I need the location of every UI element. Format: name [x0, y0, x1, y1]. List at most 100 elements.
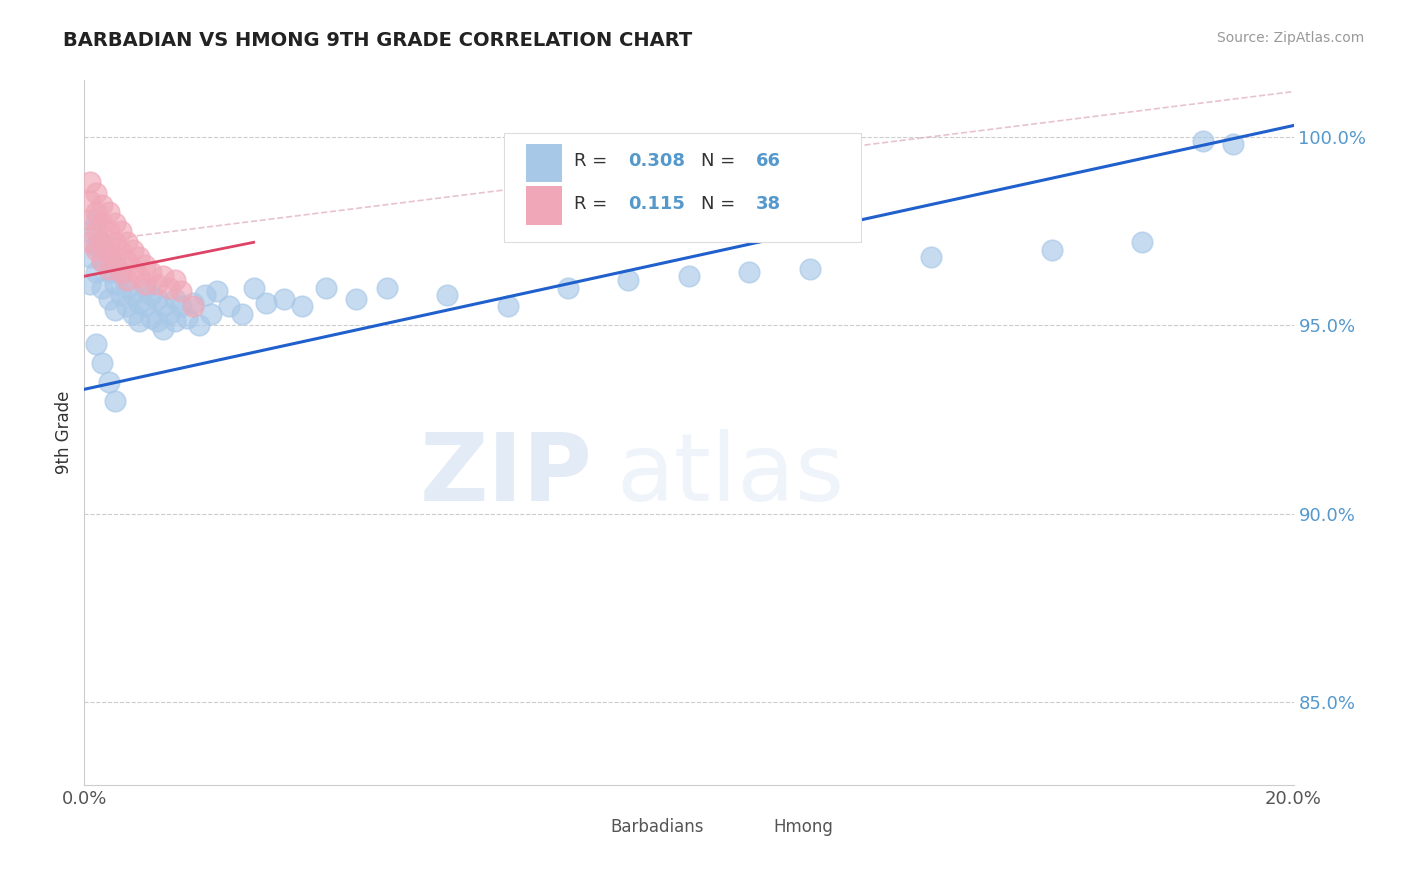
Point: [91, 356, 114, 370]
Point: [920, 251, 942, 265]
Point: [104, 277, 127, 291]
Point: [121, 307, 143, 321]
Point: [115, 254, 138, 268]
Point: [291, 299, 314, 313]
Point: [121, 243, 143, 257]
Point: [121, 261, 143, 276]
Point: [165, 273, 187, 287]
Point: [254, 295, 277, 310]
Point: [97, 292, 120, 306]
Point: [79, 277, 101, 291]
Point: [231, 307, 253, 321]
Point: [218, 299, 240, 313]
Text: N =: N =: [702, 194, 741, 212]
Point: [97, 375, 120, 389]
Text: R =: R =: [574, 194, 619, 212]
Point: [91, 254, 114, 268]
Point: [128, 314, 150, 328]
Point: [1040, 243, 1063, 257]
Point: [139, 265, 162, 279]
FancyBboxPatch shape: [568, 812, 602, 841]
Point: [104, 303, 127, 318]
Point: [134, 277, 156, 291]
Text: 0.308: 0.308: [628, 153, 686, 170]
Point: [86, 186, 108, 201]
Point: [496, 299, 519, 313]
Text: Hmong: Hmong: [773, 818, 834, 836]
Text: BARBADIAN VS HMONG 9TH GRADE CORRELATION CHART: BARBADIAN VS HMONG 9TH GRADE CORRELATION…: [63, 31, 693, 50]
Point: [86, 265, 108, 279]
Point: [121, 288, 143, 302]
Point: [134, 299, 156, 313]
Point: [128, 251, 150, 265]
Point: [799, 261, 821, 276]
Point: [207, 285, 229, 299]
Point: [97, 246, 120, 260]
Point: [375, 280, 398, 294]
Point: [152, 322, 174, 336]
Point: [79, 194, 101, 208]
Point: [194, 288, 217, 302]
Point: [115, 280, 138, 294]
Point: [97, 224, 120, 238]
Point: [79, 224, 101, 238]
Point: [157, 280, 180, 294]
Point: [104, 258, 127, 272]
Point: [738, 265, 761, 279]
Point: [617, 273, 640, 287]
Point: [1222, 137, 1244, 152]
Point: [79, 235, 101, 250]
Point: [86, 205, 108, 219]
Point: [86, 212, 108, 227]
Point: [128, 295, 150, 310]
Text: Source: ZipAtlas.com: Source: ZipAtlas.com: [1216, 31, 1364, 45]
FancyBboxPatch shape: [731, 812, 765, 841]
Point: [436, 288, 458, 302]
Text: Barbadians: Barbadians: [610, 818, 704, 836]
Point: [128, 269, 150, 284]
Point: [115, 273, 138, 287]
Point: [86, 337, 108, 351]
Y-axis label: 9th Grade: 9th Grade: [55, 391, 73, 475]
Point: [97, 243, 120, 257]
Text: 66: 66: [755, 153, 780, 170]
Point: [79, 212, 101, 227]
Point: [139, 310, 162, 325]
Point: [146, 292, 169, 306]
Point: [188, 318, 211, 333]
Point: [86, 239, 108, 253]
Point: [104, 254, 127, 268]
Point: [110, 269, 132, 284]
Text: N =: N =: [702, 153, 741, 170]
Point: [170, 299, 193, 313]
Point: [176, 310, 198, 325]
Point: [242, 280, 264, 294]
FancyBboxPatch shape: [503, 133, 860, 243]
Point: [1130, 235, 1153, 250]
Point: [273, 292, 295, 306]
Point: [139, 288, 162, 302]
Point: [91, 197, 114, 211]
Point: [97, 261, 120, 276]
Point: [134, 280, 156, 294]
Point: [181, 295, 204, 310]
Point: [557, 280, 579, 294]
Point: [165, 292, 187, 306]
Text: ZIP: ZIP: [419, 429, 592, 521]
Point: [104, 235, 127, 250]
Text: atlas: atlas: [616, 429, 845, 521]
Point: [110, 288, 132, 302]
Point: [91, 254, 114, 268]
Point: [134, 258, 156, 272]
Text: 0.115: 0.115: [628, 194, 685, 212]
Point: [181, 299, 204, 313]
Point: [152, 269, 174, 284]
Point: [1192, 134, 1215, 148]
Point: [115, 235, 138, 250]
Point: [346, 292, 368, 306]
Point: [157, 307, 180, 321]
Point: [91, 280, 114, 294]
Point: [110, 224, 132, 238]
Point: [79, 251, 101, 265]
Point: [79, 175, 101, 189]
